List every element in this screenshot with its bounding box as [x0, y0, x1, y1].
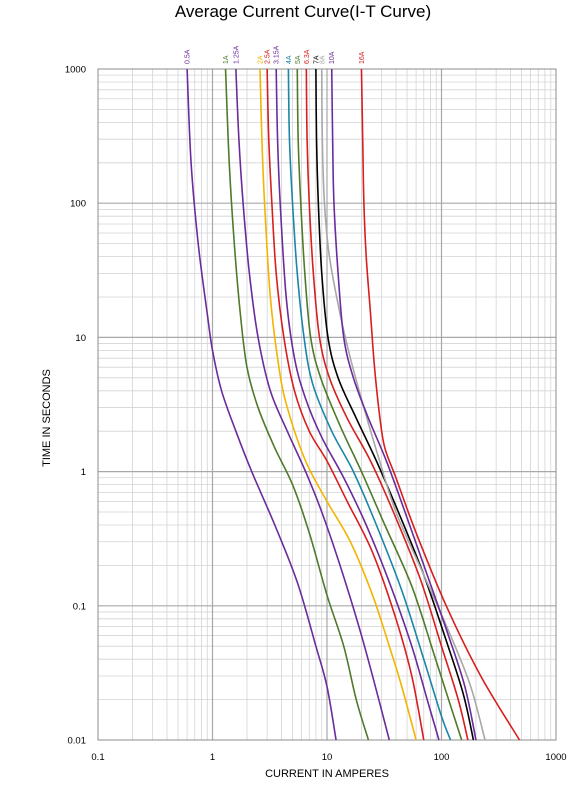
y-tick-label: 1000 — [65, 65, 86, 76]
series-line-7a — [315, 68, 475, 741]
series-line-10a — [330, 68, 477, 741]
series-line-5a — [296, 68, 463, 741]
series-label-7a: 7A — [313, 55, 320, 64]
x-axis-label: CURRENT IN AMPERES — [265, 768, 389, 780]
series-label-6-3a: 6.3A — [304, 49, 311, 64]
series-line-8a — [320, 68, 486, 741]
series-label-2a: 2A — [258, 55, 265, 64]
chart-title: Average Current Curve(I-T Curve) — [175, 2, 431, 21]
x-tick-label: 0.1 — [91, 752, 104, 763]
plot-frame — [97, 68, 557, 741]
y-tick-label: 100 — [70, 199, 86, 210]
series-line-4a — [287, 68, 452, 741]
y-tick-label: 1 — [81, 467, 86, 478]
series-line-16a — [360, 68, 521, 741]
series-label-4a: 4A — [286, 55, 293, 64]
x-tick-label: 10 — [322, 752, 333, 763]
y-tick-label: 10 — [75, 333, 86, 344]
series-line-2-5a — [266, 68, 425, 741]
major-gridlines — [98, 69, 556, 740]
x-tick-labels: 0.1 1 10 100 1000 — [91, 752, 566, 763]
minor-gridlines — [98, 69, 556, 740]
series-label-1a: 1A — [223, 55, 230, 64]
y-tick-labels: 1000 100 10 1 0.1 0.01 — [65, 65, 86, 747]
series-label-16a: 16A — [359, 51, 366, 64]
y-tick-label: 0.01 — [68, 736, 87, 747]
series-line-2a — [259, 68, 417, 741]
x-tick-label: 1 — [210, 752, 215, 763]
series-label-1-25a: 1.25A — [233, 45, 240, 64]
series-label-10a: 10A — [329, 51, 336, 64]
series-lines — [186, 68, 521, 741]
series-line-1a — [224, 68, 370, 741]
series-label-8a: 8A — [319, 55, 326, 64]
series-line-6-3a — [305, 68, 469, 741]
x-tick-label: 1000 — [545, 752, 566, 763]
series-label-2-5a: 2.5A — [265, 49, 272, 64]
y-tick-label: 0.1 — [73, 601, 86, 612]
series-label-0-5a: 0.5A — [185, 49, 192, 64]
series-line-3-15a — [275, 68, 440, 741]
y-axis-label: TIME IN SECONDS — [41, 369, 53, 467]
series-label-3-15a: 3.15A — [274, 45, 281, 64]
series-label-5a: 5A — [295, 55, 302, 64]
series-line-1-25a — [235, 68, 391, 741]
x-tick-label: 100 — [434, 752, 450, 763]
series-line-0-5a — [186, 68, 337, 741]
